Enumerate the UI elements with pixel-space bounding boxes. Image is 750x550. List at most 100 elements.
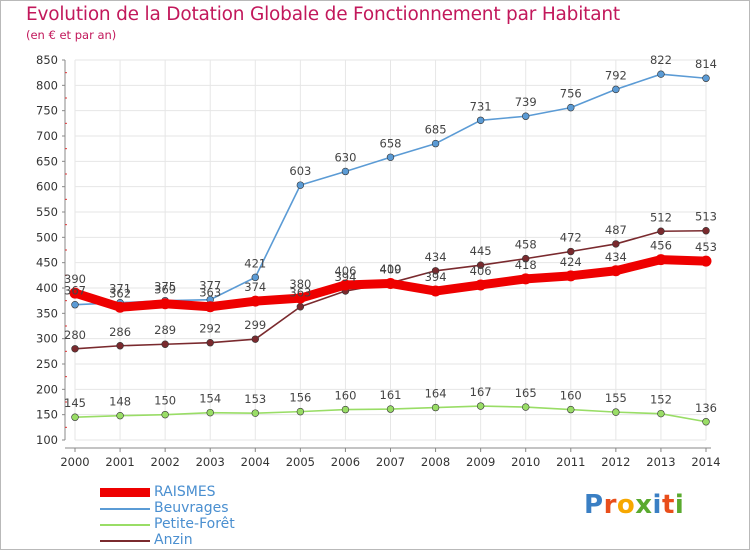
data-point (431, 139, 440, 148)
data-label: 152 (650, 393, 672, 407)
data-point (386, 153, 395, 161)
data-label: 731 (470, 99, 492, 113)
data-point (161, 340, 169, 348)
data-point (159, 298, 171, 310)
data-label: 363 (289, 286, 311, 300)
data-point (612, 408, 620, 416)
data-label: 160 (560, 389, 582, 403)
data-label: 409 (380, 262, 402, 276)
data-point (522, 254, 530, 263)
legend-swatch (100, 508, 150, 510)
x-tick-label: 2005 (286, 455, 315, 469)
data-label: 434 (425, 250, 447, 264)
data-label: 472 (560, 231, 582, 245)
data-label: 286 (109, 325, 131, 339)
data-label: 410 (380, 262, 402, 276)
data-point (386, 405, 395, 413)
logo-letter: x (635, 490, 653, 520)
data-label: 167 (470, 385, 492, 399)
x-tick-label: 2003 (196, 455, 225, 469)
legend-swatch (100, 540, 150, 542)
data-label: 156 (289, 391, 311, 405)
logo-letter: P (584, 490, 604, 520)
chart-title: Evolution de la Dotation Globale de Fonc… (26, 4, 620, 25)
data-point (294, 292, 306, 304)
data-label: 456 (650, 239, 672, 253)
data-point (431, 267, 440, 275)
x-tick-label: 2001 (105, 455, 134, 469)
legend-label: Anzin (154, 532, 193, 548)
data-point (341, 167, 350, 176)
data-point (296, 181, 305, 189)
y-tick-label: 100 (36, 433, 58, 447)
data-point (430, 285, 442, 297)
data-label: 394 (334, 270, 356, 284)
legend-swatch (100, 524, 150, 526)
data-label: 630 (334, 150, 356, 164)
data-point (71, 301, 79, 309)
x-tick-label: 2002 (151, 455, 180, 469)
data-point (249, 295, 261, 307)
y-tick-label: 500 (36, 230, 58, 244)
data-label: 150 (154, 394, 176, 408)
data-label: 280 (64, 328, 86, 342)
data-label: 434 (605, 250, 627, 264)
data-label: 375 (154, 280, 176, 294)
y-tick-label: 400 (36, 281, 58, 295)
y-tick-label: 350 (36, 306, 58, 320)
y-tick-label: 200 (36, 382, 58, 396)
data-point (69, 287, 81, 299)
data-label: 161 (380, 388, 402, 402)
data-point (522, 403, 530, 411)
data-point (567, 247, 575, 256)
data-label: 822 (650, 53, 672, 67)
data-point (296, 303, 305, 311)
data-point (204, 301, 216, 313)
y-tick-label: 750 (36, 104, 58, 118)
data-label: 421 (244, 256, 266, 270)
data-point (702, 418, 710, 426)
data-label: 363 (199, 286, 221, 300)
y-tick-label: 850 (36, 53, 58, 67)
y-tick-label: 250 (36, 357, 58, 371)
data-point (385, 277, 396, 289)
data-label: 513 (695, 210, 717, 224)
data-point (71, 413, 79, 421)
logo-letter: i (652, 490, 662, 520)
data-point (702, 227, 710, 235)
data-label: 164 (425, 387, 447, 401)
data-label: 155 (605, 391, 627, 405)
data-point (339, 279, 351, 291)
x-tick-label: 2008 (421, 455, 450, 469)
data-point (251, 335, 259, 343)
data-label: 406 (334, 264, 356, 278)
x-tick-label: 2011 (556, 455, 585, 469)
data-label: 292 (199, 322, 221, 336)
data-label: 148 (109, 395, 131, 409)
chart-subtitle: (en € et par an) (26, 28, 117, 42)
data-label: 380 (289, 277, 311, 291)
data-label: 377 (199, 279, 221, 293)
data-point (114, 301, 126, 313)
x-tick-label: 2004 (241, 455, 270, 469)
x-tick-label: 2006 (331, 455, 360, 469)
data-point (476, 261, 485, 269)
data-point (251, 409, 259, 417)
data-label: 512 (650, 210, 672, 224)
legend-label: Beuvrages (154, 500, 229, 516)
data-point (475, 279, 487, 291)
data-label: 756 (560, 87, 582, 101)
x-tick-label: 2009 (466, 455, 495, 469)
data-point (161, 410, 169, 419)
data-label: 603 (289, 164, 311, 178)
data-label: 154 (199, 392, 221, 406)
data-label: 369 (154, 283, 176, 297)
legend-swatch (100, 488, 150, 497)
logo-letter: i (674, 490, 685, 520)
proxiti-logo: Proxiti (584, 490, 684, 520)
data-point (702, 74, 710, 82)
data-label: 165 (515, 386, 537, 400)
data-point (612, 85, 620, 94)
data-point (567, 103, 575, 112)
